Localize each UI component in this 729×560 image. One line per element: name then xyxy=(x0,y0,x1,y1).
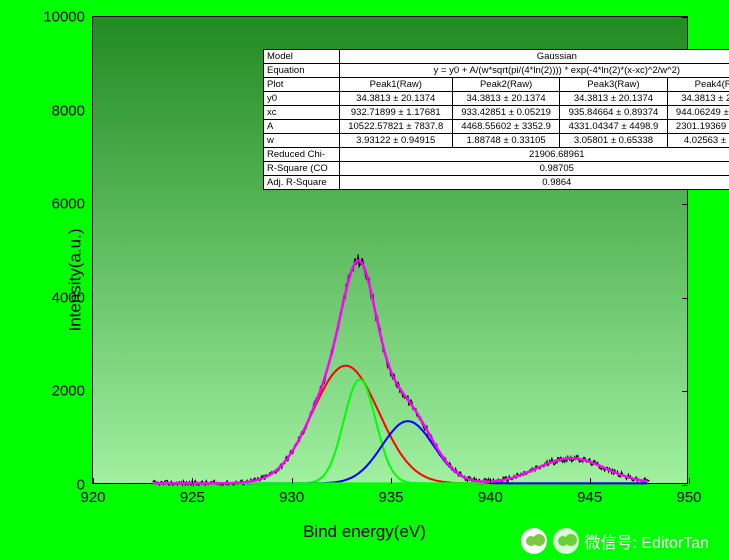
plot-area: 0200040006000800010000 92092593093594094… xyxy=(92,16,688,484)
y-axis-label: Intensity(a.u.) xyxy=(66,229,86,332)
fit-row-value: y = y0 + A/(w*sqrt(pi/(4*ln(2)))) * exp(… xyxy=(339,64,729,78)
x-axis-label: Bind energy(eV) xyxy=(303,522,426,542)
fit-row-value: 21906.68961 xyxy=(339,148,729,162)
x-tick-label: 920 xyxy=(73,483,113,506)
watermark-text: 微信号: EditorTan xyxy=(585,529,710,553)
fit-row-value: 34.3813 ± 20.1374 xyxy=(339,92,452,106)
wechat-icon xyxy=(553,528,579,554)
fit-row-value: 10522.57821 ± 7837.8 xyxy=(339,120,452,134)
peak-curve-2 xyxy=(153,379,648,483)
raw-data-curve xyxy=(153,254,650,485)
fit-row-value: Peak1(Raw) xyxy=(339,78,452,92)
fit-row-value: Peak4(Raw) xyxy=(667,78,729,92)
fit-row-value: 933.42851 ± 0.05219 xyxy=(452,106,559,120)
fit-row-label: Plot xyxy=(264,78,340,92)
sum-fit-curve xyxy=(153,261,648,484)
fit-row-value: 34.3813 ± 20.1374 xyxy=(452,92,559,106)
fit-results-table: ModelGaussianEquationy = y0 + A/(w*sqrt(… xyxy=(263,49,729,190)
x-tick-label: 940 xyxy=(470,483,510,506)
fit-row-label: y0 xyxy=(264,92,340,106)
fit-row-label: xc xyxy=(264,106,340,120)
fit-row-label: Adj. R-Square xyxy=(264,176,340,190)
y-tick-label: 6000 xyxy=(43,196,93,213)
fit-row-value: Peak3(Raw) xyxy=(560,78,667,92)
x-tick-label: 945 xyxy=(570,483,610,506)
x-tick-label: 925 xyxy=(172,483,212,506)
fit-row-value: 34.3813 ± 20.1374 xyxy=(667,92,729,106)
fit-row-value: 1.88748 ± 0.33105 xyxy=(452,134,559,148)
fit-row-value: 2301.19369 ± 224.72 xyxy=(667,120,729,134)
fit-row-value: 34.3813 ± 20.1374 xyxy=(560,92,667,106)
fit-row-label: w xyxy=(264,134,340,148)
fit-row-value: 3.05801 ± 0.65338 xyxy=(560,134,667,148)
fit-row-value: 3.93122 ± 0.94915 xyxy=(339,134,452,148)
fit-row-value: 4468.55602 ± 3352.9 xyxy=(452,120,559,134)
x-tick-label: 950 xyxy=(669,483,709,506)
fit-row-value: 944.06249 ± 0.12157 xyxy=(667,106,729,120)
x-tick-label: 935 xyxy=(371,483,411,506)
y-tick-label: 2000 xyxy=(43,383,93,400)
fit-row-label: Model xyxy=(264,50,340,64)
fit-row-label: A xyxy=(264,120,340,134)
fit-row-label: Equation xyxy=(264,64,340,78)
fit-row-label: Reduced Chi- xyxy=(264,148,340,162)
fit-row-value: 4331.04347 ± 4498.9 xyxy=(560,120,667,134)
watermark: 微信号: EditorTan xyxy=(521,528,710,554)
wechat-icon xyxy=(521,528,547,554)
fit-row-value: Gaussian xyxy=(339,50,729,64)
fit-row-value: 0.9864 xyxy=(339,176,729,190)
y-tick-label: 10000 xyxy=(43,9,93,26)
fit-row-label: R-Square (CO xyxy=(264,162,340,176)
x-tick-label: 930 xyxy=(272,483,312,506)
fit-row-value: Peak2(Raw) xyxy=(452,78,559,92)
fit-row-value: 4.02563 ± 0.3452 xyxy=(667,134,729,148)
y-tick-label: 8000 xyxy=(43,102,93,119)
fit-row-value: 932.71899 ± 1.17681 xyxy=(339,106,452,120)
fit-row-value: 0.98705 xyxy=(339,162,729,176)
fit-row-value: 935.84664 ± 0.89374 xyxy=(560,106,667,120)
